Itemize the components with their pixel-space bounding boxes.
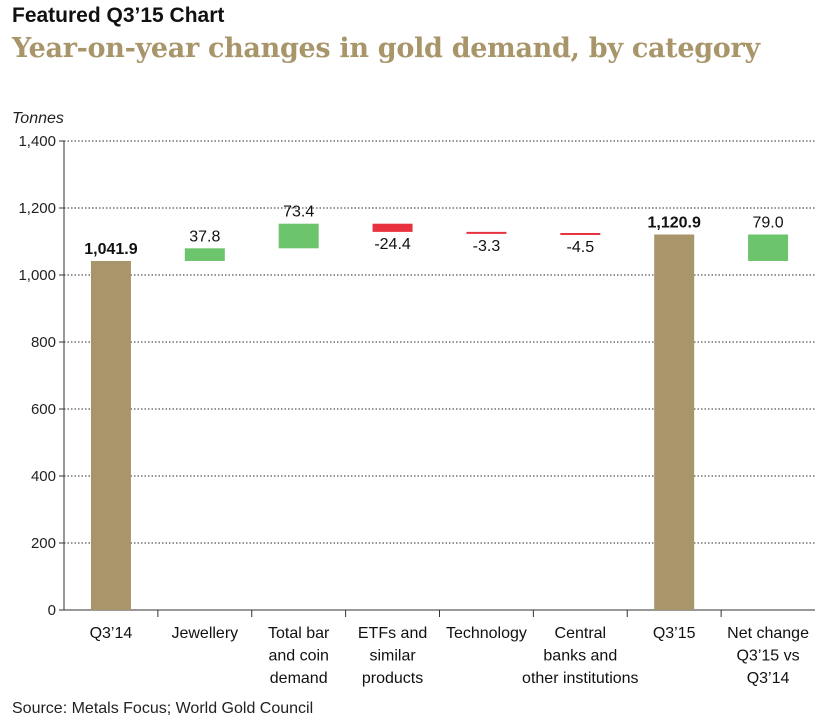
y-tick-label: 400 (31, 468, 56, 485)
bar-increase (184, 248, 225, 261)
x-category-label: Q3’14 (90, 625, 133, 642)
chart-kicker: Featured Q3’15 Chart (12, 4, 225, 27)
data-label: 79.0 (752, 214, 783, 231)
y-tick-label: 600 (31, 401, 56, 418)
waterfall-chart: Tonnes 0 200 400 600 800 1,000 1,200 1,400 1,041.… (12, 110, 815, 687)
y-tick-label: 0 (48, 602, 56, 619)
source-note: Source: Metals Focus; World Gold Council (12, 700, 314, 717)
x-category-label: Central (555, 625, 607, 642)
y-tick-label: 800 (31, 334, 56, 351)
x-category-label: ETFs and (358, 625, 427, 642)
bar-total (90, 260, 131, 610)
y-axis-title: Tonnes (12, 110, 64, 127)
data-label: -24.4 (374, 236, 411, 253)
data-label: 1,120.9 (647, 214, 700, 231)
bar-total (654, 234, 695, 610)
y-tick-label: 1,000 (18, 267, 56, 284)
y-tick-label: 200 (31, 535, 56, 552)
x-category-label: other institutions (522, 670, 639, 687)
data-label: -3.3 (473, 238, 501, 255)
bar-decrease (560, 232, 601, 235)
x-category-label: similar (369, 648, 416, 665)
x-category-label: banks and (543, 648, 617, 665)
x-category-label: Q3’15 (653, 625, 696, 642)
y-tick-label: 1,200 (18, 200, 56, 217)
x-category-label: Net change (727, 625, 809, 642)
y-tick-label: 1,400 (18, 133, 56, 150)
x-category-label: Q3’14 (747, 670, 790, 687)
bar-decrease (372, 223, 413, 232)
bar-increase (748, 234, 789, 261)
x-category-label: Technology (446, 625, 527, 642)
x-category-label: and coin (268, 648, 329, 665)
x-category-label: demand (270, 670, 328, 687)
x-category-label: Total bar (268, 625, 330, 642)
data-label: 1,041.9 (84, 241, 137, 258)
x-category-label: Q3’15 vs (736, 648, 799, 665)
data-label: 73.4 (283, 204, 314, 221)
chart-title: Year-on-year changes in gold demand, by … (12, 33, 760, 64)
bar-decrease (466, 231, 507, 234)
x-category-label: Jewellery (171, 625, 238, 642)
data-label: 37.8 (189, 228, 220, 245)
x-category-label: products (362, 670, 423, 687)
data-label: -4.5 (567, 239, 595, 256)
bar-increase (278, 223, 319, 249)
